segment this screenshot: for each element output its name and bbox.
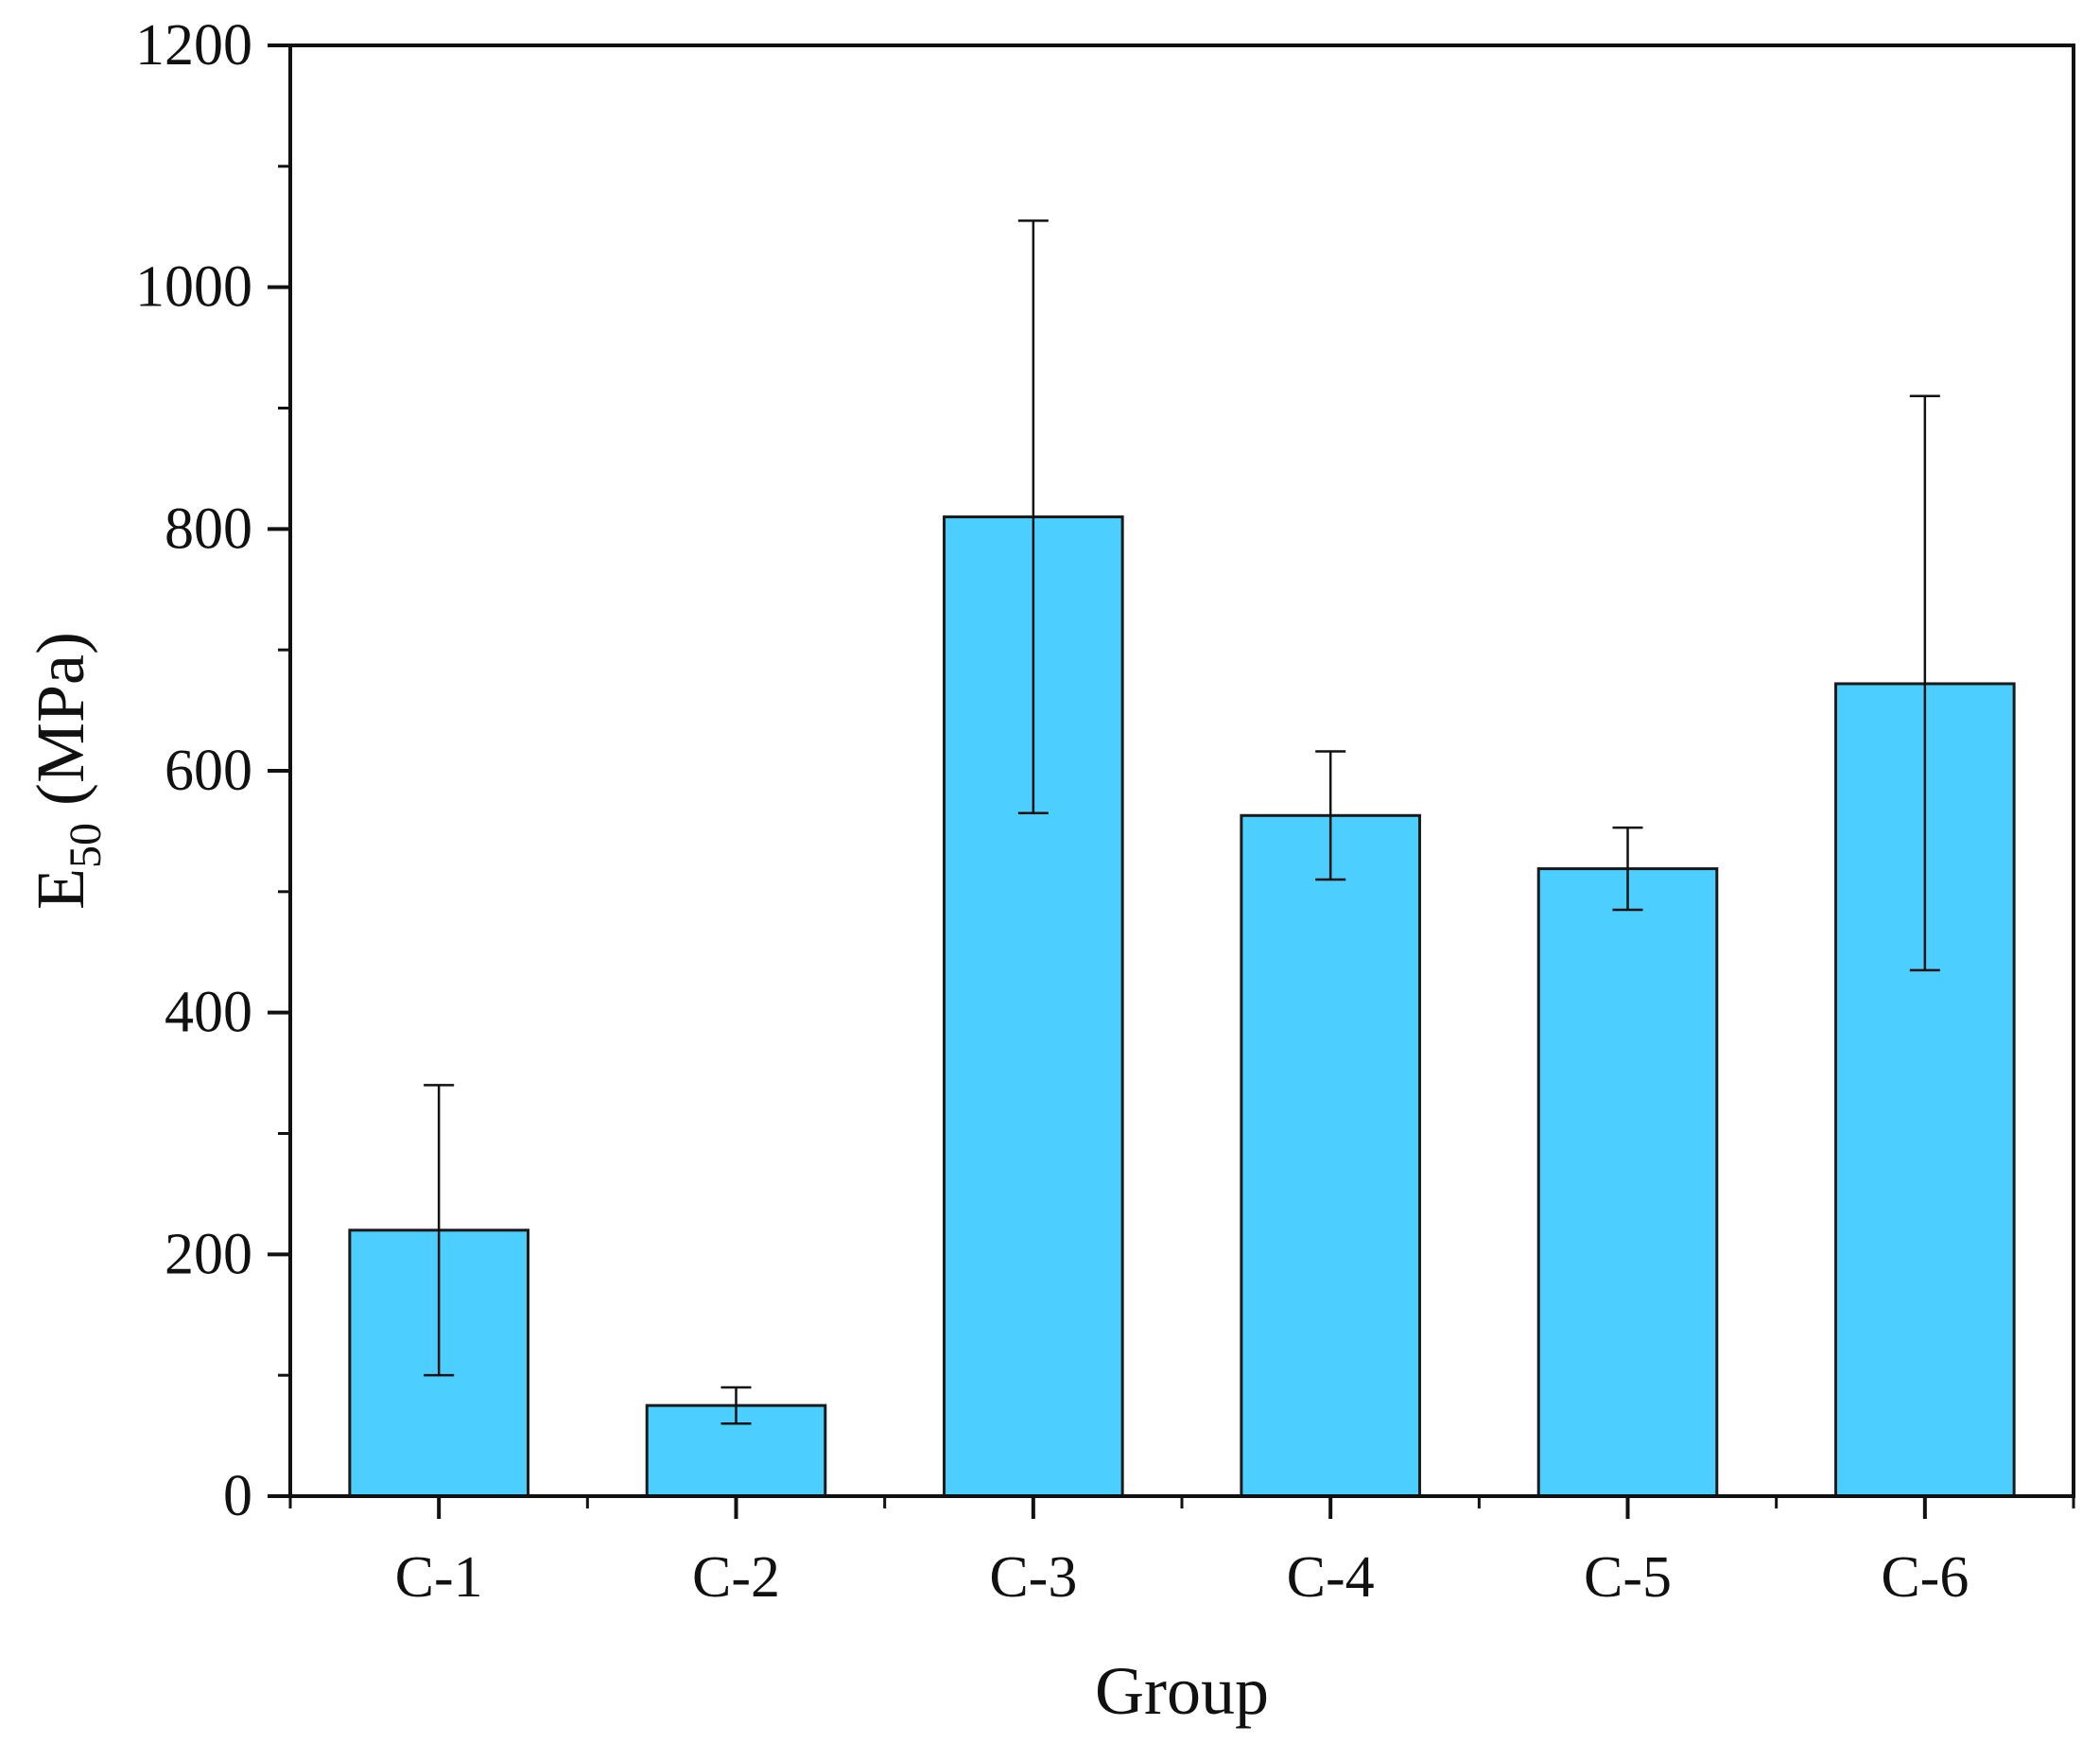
y-tick-label-3: 600	[165, 739, 252, 803]
error-bar-C-3	[1017, 219, 1049, 814]
x-axis-tick-labels: C-1 C-2 C-3 C-4 C-5 C-6	[395, 1545, 1970, 1610]
y-axis-title-subscript: 50	[61, 823, 111, 868]
x-tick-label-C-4: C-4	[1287, 1545, 1375, 1610]
y-tick-label-0: 0	[223, 1464, 252, 1528]
x-tick-label-C-1: C-1	[395, 1545, 483, 1610]
y-tick-label-2: 400	[165, 981, 252, 1045]
y-axis-title-unit: (MPa)	[23, 632, 98, 823]
y-axis-title-symbol: E	[23, 868, 98, 910]
x-axis-title: Group	[1095, 1653, 1269, 1729]
bar-C-4	[1240, 813, 1421, 1498]
y-axis-ticks	[268, 44, 290, 1498]
y-tick-label-6: 1200	[135, 13, 252, 78]
x-tick-label-C-2: C-2	[692, 1545, 780, 1610]
bar-C-5	[1536, 867, 1719, 1498]
y-tick-label-1: 200	[165, 1222, 252, 1286]
error-bar-C-2	[720, 1386, 752, 1425]
x-tick-label-C-3: C-3	[989, 1545, 1077, 1610]
error-bars	[424, 219, 1940, 1425]
error-bar-C-6	[1909, 394, 1940, 972]
error-bar-C-4	[1315, 750, 1346, 881]
x-tick-label-C-6: C-6	[1881, 1545, 1969, 1610]
bars	[348, 515, 2016, 1498]
y-axis-tick-labels: 0 200 400 600 800 1000 1200	[135, 13, 252, 1528]
error-bar-C-1	[424, 1084, 455, 1377]
y-tick-label-4: 800	[165, 497, 252, 561]
y-axis-title: E50 (MPa)	[23, 632, 111, 910]
plot-frame	[288, 44, 2075, 1498]
x-axis-ticks	[288, 1496, 2075, 1519]
y-tick-label-5: 1000	[135, 255, 252, 320]
x-tick-label-C-5: C-5	[1584, 1545, 1672, 1610]
error-bar-C-5	[1612, 826, 1643, 912]
